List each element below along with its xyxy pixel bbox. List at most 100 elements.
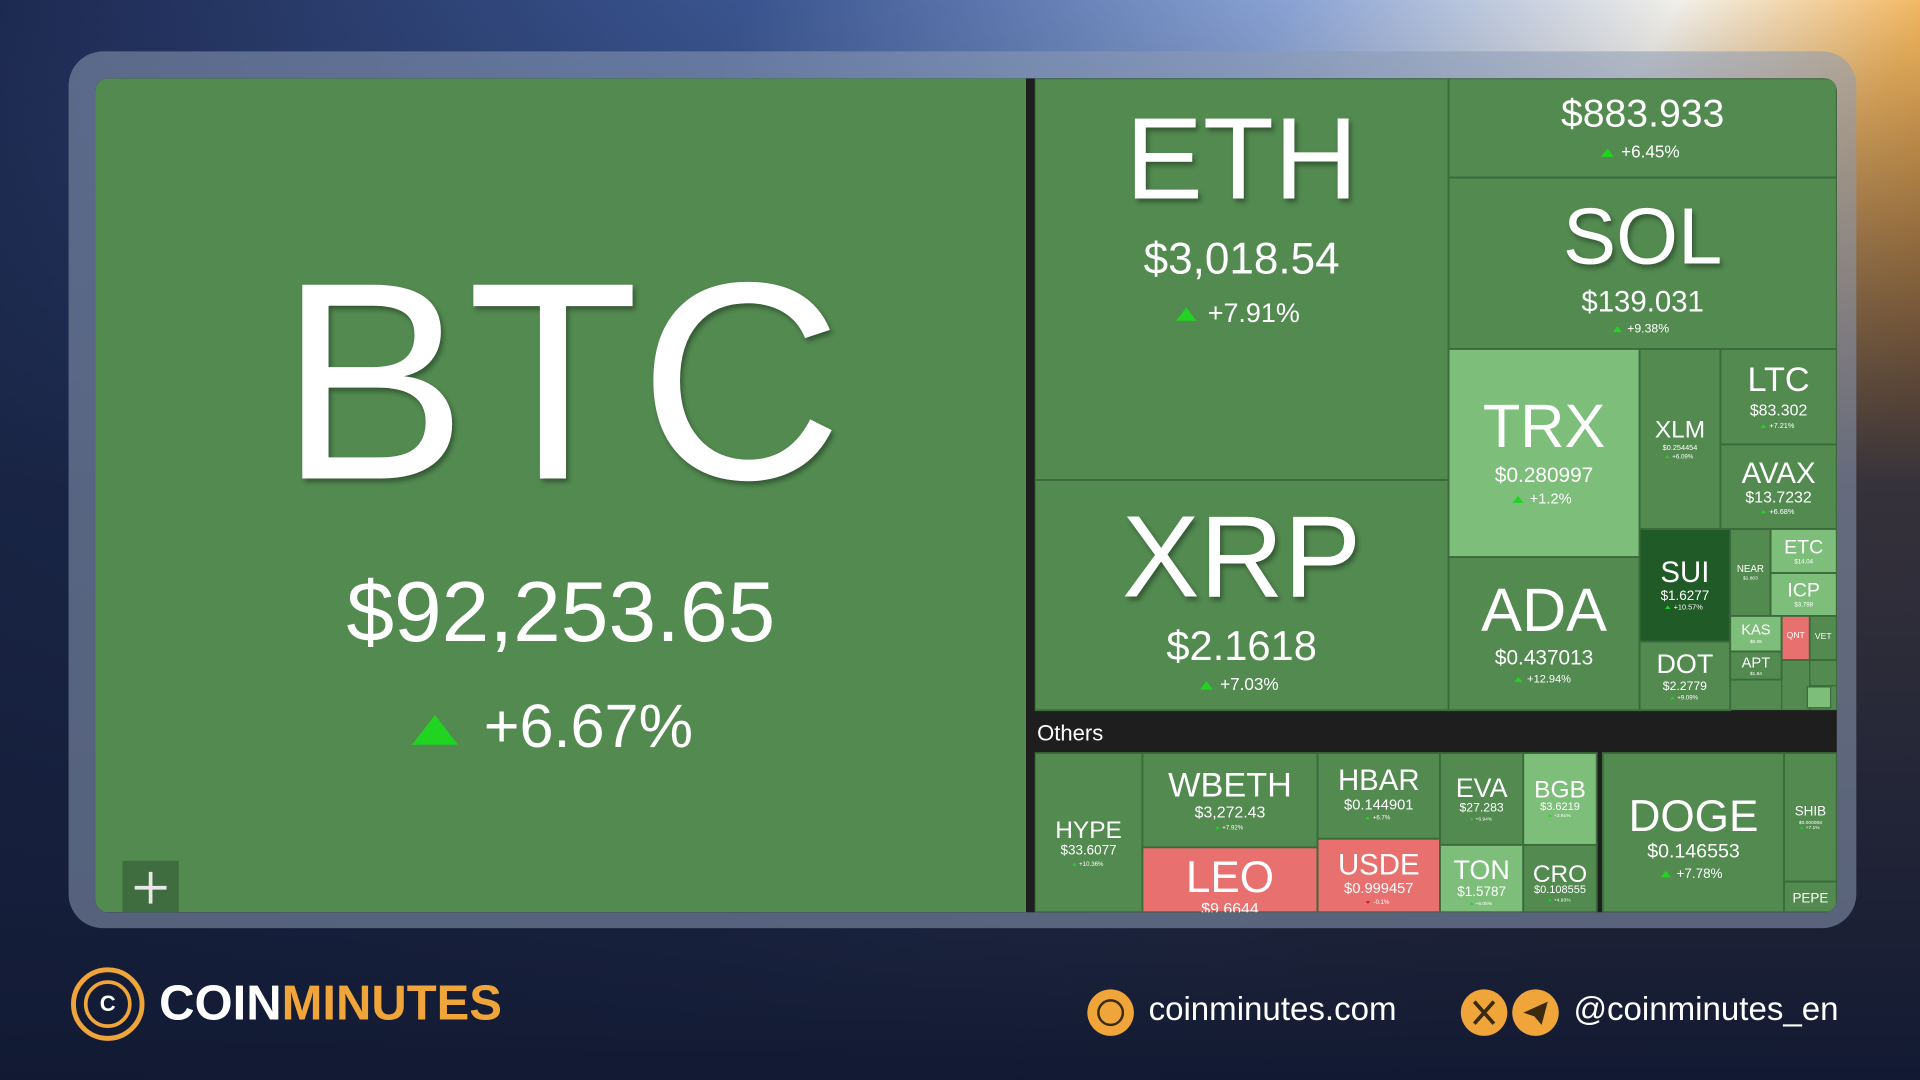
tile	[1729, 528, 1772, 617]
filler-tile	[1781, 659, 1811, 711]
tile-change: +7.03%	[1220, 674, 1279, 694]
tile-symbol: XLM	[1655, 416, 1705, 443]
tile-price: $0.108555	[1534, 884, 1586, 896]
tile	[1783, 880, 1837, 913]
tile-symbol: ETC	[1784, 537, 1823, 559]
tile-symbol: TON	[1453, 855, 1509, 885]
tile	[1447, 176, 1837, 350]
tile-price: $3,272.43	[1195, 804, 1266, 821]
website[interactable]: coinminutes.com	[1149, 991, 1397, 1028]
tile-change: +4.93%	[1554, 897, 1571, 903]
change-arrow	[1760, 424, 1767, 428]
tile-symbol: LEO	[1186, 853, 1274, 902]
tile	[1780, 615, 1811, 661]
tile	[1808, 615, 1837, 661]
change-arrow	[1215, 826, 1220, 830]
tile-change: +1.2%	[1530, 491, 1572, 507]
tile-price: $139.031	[1581, 285, 1704, 318]
tile-change: +7.1%	[1806, 825, 1821, 831]
globe-icon	[1087, 989, 1134, 1036]
tile-symbol: NEAR	[1737, 564, 1764, 575]
tile-price: $3.6219	[1540, 801, 1580, 813]
tile-symbol: ADA	[1481, 576, 1607, 644]
tile-price: $1.5787	[1457, 884, 1506, 899]
change-arrow	[1071, 862, 1077, 866]
tile-price: $9.6644	[1201, 901, 1259, 918]
telegram-glyph	[1523, 1001, 1548, 1025]
tile-price: $33.6077	[1061, 843, 1117, 858]
handle[interactable]: @coinminutes_en	[1573, 991, 1838, 1028]
tile	[1601, 752, 1786, 913]
x-glyph	[1472, 1000, 1496, 1025]
filler-tile	[1806, 686, 1832, 709]
tile-symbol: XRP	[1122, 491, 1361, 621]
tile-change: +9.09%	[1677, 695, 1698, 702]
tile-symbol: CRO	[1533, 861, 1587, 888]
change-arrow	[1548, 898, 1552, 902]
change-arrow	[1365, 816, 1371, 820]
others-bar	[1034, 710, 1837, 754]
tile-price: $92,253.65	[346, 564, 775, 660]
change-arrow	[1660, 870, 1671, 878]
change-arrow	[1176, 307, 1197, 321]
globe-lines	[1097, 999, 1125, 1027]
change-arrow	[1469, 902, 1474, 905]
tile-price: $13.7232	[1745, 490, 1811, 507]
tile-change: +7.21%	[1769, 421, 1795, 430]
tile-symbol: ICP	[1787, 580, 1820, 602]
tile-price: $14.04	[1794, 559, 1813, 566]
tile	[1447, 348, 1641, 559]
tile	[1769, 572, 1837, 617]
tile	[1719, 348, 1837, 446]
tile-price: $0.999457	[1344, 881, 1413, 897]
tile-change: +6.67%	[484, 692, 693, 760]
tile-symbol: SOL	[1563, 191, 1722, 280]
change-arrow	[1469, 817, 1474, 821]
tile-price: $3,018.54	[1144, 235, 1340, 284]
footer: C COINMINUTES coinminutes.com @coinminut…	[71, 967, 1839, 1041]
change-arrow	[1664, 605, 1671, 609]
tile-change: +6.7%	[1373, 815, 1391, 822]
tile-change: +12.94%	[1527, 673, 1571, 685]
tile-symbol: KAS	[1741, 622, 1771, 638]
tile	[1729, 650, 1783, 681]
change-arrow	[1760, 509, 1767, 514]
tile-symbol: SUI	[1660, 556, 1709, 589]
tile-symbol: PEPE	[1792, 890, 1828, 905]
tile	[1316, 752, 1441, 840]
tile-symbol: USDE	[1338, 849, 1420, 882]
tile	[1769, 528, 1837, 574]
tile-symbol: SHIB	[1795, 803, 1826, 818]
tile-symbol: DOGE	[1629, 792, 1759, 841]
tile	[1033, 752, 1144, 913]
change-arrow	[1670, 696, 1675, 700]
tile-price: $0.254454	[1663, 443, 1698, 452]
change-arrow	[1512, 495, 1524, 503]
tile-change: -0.1%	[1374, 899, 1391, 906]
tile	[1638, 640, 1732, 712]
tile	[1638, 528, 1732, 643]
change-arrow	[1365, 901, 1371, 905]
tile-price: $883.933	[1561, 93, 1724, 136]
change-arrow	[1612, 326, 1623, 333]
tile-symbol: EVA	[1456, 773, 1508, 803]
tile-symbol: WBETH	[1168, 766, 1292, 804]
tile-price: $3.798	[1794, 602, 1813, 609]
tile	[1447, 556, 1641, 712]
tile-symbol: BGB	[1534, 776, 1586, 803]
logo-inner	[83, 980, 132, 1028]
others-label: Others	[1037, 721, 1103, 746]
tile-price: $83.302	[1750, 403, 1808, 420]
tile-symbol: APT	[1742, 656, 1771, 672]
tile-change: +10.57%	[1674, 602, 1704, 611]
tile	[1033, 479, 1450, 712]
tile-price: $0.144901	[1344, 798, 1413, 814]
tile-price: $0.05	[1750, 639, 1762, 645]
tile-change: +6.68%	[1769, 507, 1795, 516]
tile-symbol: LTC	[1747, 361, 1809, 399]
filler-tile	[1809, 659, 1837, 687]
tile-price: $1.6277	[1661, 588, 1710, 603]
tile-price: $27.283	[1460, 800, 1504, 814]
tile-price: $0.437013	[1495, 646, 1593, 669]
